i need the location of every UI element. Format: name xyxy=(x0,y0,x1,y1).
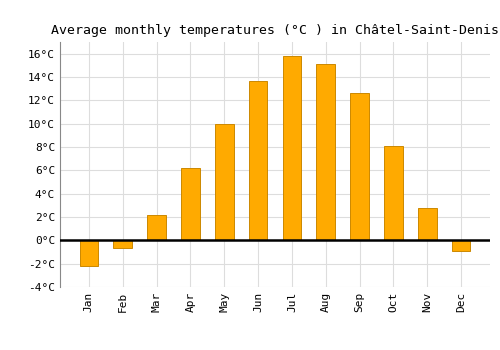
Bar xyxy=(350,93,369,240)
Bar xyxy=(215,124,234,240)
Title: Average monthly temperatures (°C ) in Châtel-Saint-Denis: Average monthly temperatures (°C ) in Ch… xyxy=(51,24,499,37)
Bar xyxy=(114,240,132,248)
Bar xyxy=(418,208,436,240)
Bar xyxy=(384,146,403,240)
Bar xyxy=(80,240,98,266)
Bar xyxy=(282,56,301,240)
Bar xyxy=(181,168,200,240)
Bar xyxy=(249,80,268,240)
Bar xyxy=(147,215,166,240)
Bar xyxy=(452,240,470,251)
Bar xyxy=(316,64,335,240)
